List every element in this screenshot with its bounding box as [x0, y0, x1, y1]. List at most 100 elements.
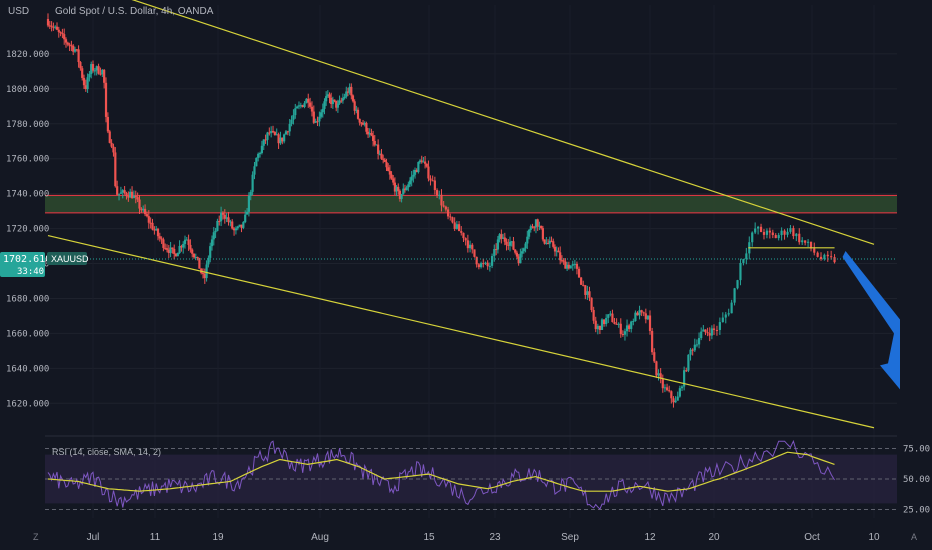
candle-body — [541, 228, 544, 240]
candle-body — [695, 344, 699, 346]
candle-body — [548, 240, 551, 244]
candle-body — [628, 325, 631, 329]
candle-body — [700, 331, 703, 339]
candle-body — [590, 297, 593, 311]
candle-body — [231, 221, 234, 229]
candle-body — [515, 252, 519, 257]
price-tag-countdown: 33:40 — [17, 267, 44, 277]
trendlines-layer[interactable] — [47, 0, 875, 429]
candle-body — [653, 352, 656, 362]
candle-body — [721, 317, 724, 323]
candle-body — [691, 349, 694, 351]
candle-body — [68, 44, 71, 46]
candle-body — [704, 329, 707, 333]
candle-body — [358, 118, 361, 123]
candle-body — [503, 237, 506, 242]
rsi-label: RSI (14, close, SMA, 14, 2) — [52, 447, 161, 457]
candle-body — [651, 330, 654, 353]
candle-body — [238, 224, 241, 227]
timezone-z-label[interactable]: Z — [33, 532, 39, 542]
candle-body — [310, 106, 314, 112]
upper-trendline[interactable] — [48, 0, 875, 245]
candle-body — [733, 288, 736, 303]
candle-body — [715, 329, 719, 331]
candle-body — [383, 159, 386, 162]
candle-body — [167, 249, 170, 254]
candle-body — [762, 231, 766, 235]
candle-body — [819, 256, 823, 260]
candle-body — [488, 265, 491, 267]
candle-body — [536, 219, 539, 227]
candle-body — [398, 190, 402, 199]
candle-body — [209, 246, 212, 258]
candle-body — [655, 361, 658, 376]
candle-body — [119, 192, 122, 194]
candle-body — [75, 49, 78, 51]
candle-body — [361, 122, 365, 125]
candle-body — [378, 153, 381, 155]
rsi-axis[interactable]: 75.00 50.00 25.00 — [903, 445, 930, 516]
forecast-arrow[interactable] — [842, 250, 900, 390]
candle-body — [218, 220, 221, 222]
candle-body — [385, 161, 388, 168]
candle-body — [486, 262, 489, 267]
candle-body — [123, 190, 126, 194]
candle-body — [52, 26, 55, 28]
candle-body — [244, 214, 247, 223]
candle-body — [638, 310, 641, 316]
candle-body — [403, 188, 407, 191]
candle-body — [149, 222, 152, 224]
candle-body — [657, 373, 660, 376]
candle-body — [806, 241, 810, 243]
candle-body — [86, 77, 89, 90]
candle-body — [596, 325, 599, 330]
candle-body — [127, 196, 130, 198]
candle-body — [566, 264, 569, 269]
candle-body — [330, 97, 333, 105]
candle-body — [266, 132, 269, 140]
candle-body — [255, 157, 258, 167]
candle-body — [795, 233, 798, 237]
candle-body — [500, 234, 503, 239]
rsi-level-label: 75.00 — [903, 445, 930, 455]
auto-scale-label[interactable]: A — [911, 532, 917, 542]
time-tick-label: 20 — [708, 532, 720, 543]
candle-body — [522, 248, 525, 252]
time-axis[interactable]: Jul 11 19 Aug 15 23 Sep 12 20 Oct 10 — [87, 532, 880, 543]
candle-body — [429, 178, 432, 181]
candle-body — [351, 95, 355, 102]
candle-body — [223, 214, 226, 219]
candle-body — [196, 257, 199, 259]
forecast-arrow-layer[interactable] — [842, 250, 900, 390]
candle-body — [417, 162, 420, 173]
candle-body — [521, 251, 524, 254]
candle-body — [101, 69, 104, 75]
price-tag: 1702.610 33:40 XAUUSD — [0, 251, 89, 277]
candle-body — [588, 291, 591, 298]
candle-body — [82, 77, 86, 86]
candle-body — [318, 116, 321, 122]
candle-body — [482, 263, 485, 265]
candle-body — [462, 232, 465, 239]
candle-body — [408, 180, 412, 185]
candle-body — [320, 112, 323, 117]
candle-body — [724, 314, 727, 318]
lower-trendline[interactable] — [47, 235, 875, 429]
candle-body — [370, 133, 373, 136]
candle-body — [697, 338, 701, 345]
candle-body — [798, 233, 801, 243]
candle-body — [355, 109, 358, 111]
candle-body — [219, 212, 223, 222]
candle-body — [718, 322, 721, 330]
candle-body — [48, 25, 51, 27]
candle-body — [460, 231, 463, 233]
candle-body — [427, 166, 430, 179]
candle-body — [412, 174, 415, 177]
candle-body — [88, 74, 91, 78]
candle-body — [178, 246, 181, 253]
candle-body — [507, 244, 510, 246]
candle-body — [348, 86, 351, 93]
resistance-zone[interactable] — [45, 195, 897, 213]
candle-body — [833, 257, 836, 263]
